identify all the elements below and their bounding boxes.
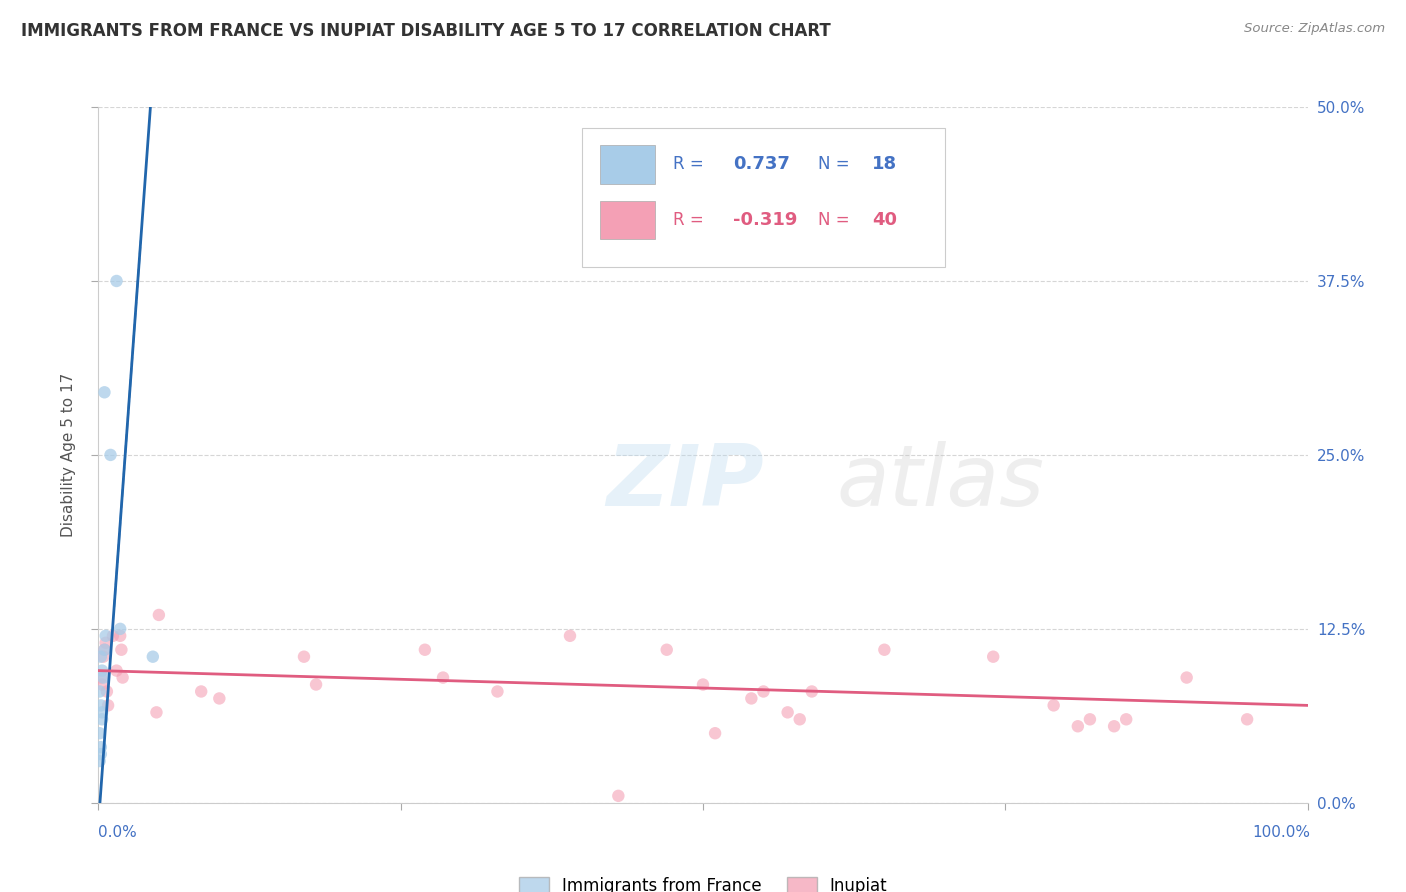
Point (91, 664, 114, 678)
Point (90, 740, 112, 755)
Text: R =: R = (673, 211, 703, 228)
Text: Source: ZipAtlas.com: Source: ZipAtlas.com (1244, 22, 1385, 36)
Point (305, 677, 328, 691)
Point (789, 712, 811, 726)
Point (94, 636, 117, 650)
Point (108, 622, 131, 636)
Point (94, 629, 117, 643)
Point (100, 448, 122, 462)
Point (1078, 712, 1101, 726)
Point (96, 684, 118, 698)
Point (90, 698, 112, 713)
Point (97, 698, 120, 713)
Point (90, 649, 112, 664)
Point (486, 684, 509, 698)
Point (93, 642, 115, 657)
Point (89, 684, 111, 698)
Point (93, 385, 115, 400)
Point (1102, 719, 1125, 733)
Point (90, 671, 112, 685)
Point (145, 706, 167, 720)
Point (110, 642, 132, 657)
Text: 0.737: 0.737 (734, 155, 790, 173)
Point (111, 671, 134, 685)
Point (800, 684, 823, 698)
Text: ZIP: ZIP (606, 442, 763, 524)
Text: IMMIGRANTS FROM FRANCE VS INUPIAT DISABILITY AGE 5 TO 17 CORRELATION CHART: IMMIGRANTS FROM FRANCE VS INUPIAT DISABI… (21, 22, 831, 40)
FancyBboxPatch shape (582, 128, 945, 267)
Text: 100.0%: 100.0% (1253, 825, 1310, 840)
Point (752, 684, 775, 698)
Point (692, 677, 714, 691)
FancyBboxPatch shape (600, 201, 655, 239)
Point (190, 684, 212, 698)
Text: 40: 40 (872, 211, 897, 228)
Point (91, 677, 114, 691)
Point (90, 747, 112, 761)
Text: 0.0%: 0.0% (98, 825, 138, 840)
Point (740, 691, 762, 706)
Text: R =: R = (673, 155, 703, 173)
Text: N =: N = (818, 211, 849, 228)
Y-axis label: Disability Age 5 to 17: Disability Age 5 to 17 (60, 373, 76, 537)
Point (142, 649, 165, 664)
Point (607, 789, 630, 803)
Point (1115, 712, 1137, 726)
Point (91, 671, 114, 685)
Point (91, 649, 114, 664)
FancyBboxPatch shape (600, 145, 655, 184)
Point (89, 754, 111, 768)
Point (1042, 698, 1064, 713)
Point (1067, 719, 1090, 733)
Point (105, 664, 128, 678)
Text: 18: 18 (872, 155, 897, 173)
Point (91, 706, 114, 720)
Point (292, 649, 315, 664)
Point (776, 706, 799, 720)
Point (655, 642, 678, 657)
Point (413, 642, 436, 657)
Point (1175, 671, 1198, 685)
Legend: Immigrants from France, Inupiat: Immigrants from France, Inupiat (519, 877, 887, 892)
Point (93, 642, 115, 657)
Text: -0.319: -0.319 (734, 211, 797, 228)
Point (101, 629, 124, 643)
Point (108, 629, 131, 643)
Text: N =: N = (818, 155, 849, 173)
Point (432, 671, 454, 685)
Point (704, 726, 727, 740)
Point (105, 274, 128, 288)
Point (89, 726, 111, 740)
Point (208, 691, 231, 706)
Text: atlas: atlas (837, 442, 1045, 524)
Point (981, 649, 1004, 664)
Point (873, 642, 896, 657)
Point (558, 629, 581, 643)
Point (91, 712, 114, 726)
Point (148, 607, 170, 622)
Point (1236, 712, 1258, 726)
